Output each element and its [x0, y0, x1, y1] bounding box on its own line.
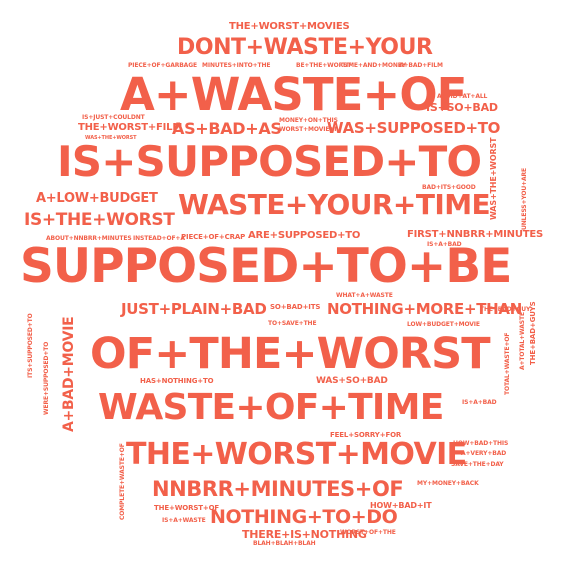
cloud-word: TIME+AND+MONEY	[342, 62, 406, 69]
cloud-word: THE+BAD+GUYS	[529, 301, 537, 365]
cloud-word: IS+A+WASTE	[162, 517, 206, 524]
cloud-word: JUST+PLAIN+BAD	[121, 300, 267, 318]
cloud-word: UNLESS+YOU+ARE	[521, 167, 528, 230]
cloud-word: NNBRR+MINUTES+OF	[152, 477, 404, 501]
cloud-word: A+BAD+MOVIE	[61, 316, 77, 432]
cloud-word: ABOUT+NNBRR+MINUTES	[46, 235, 132, 242]
cloud-word: THE+WORST+MOVIES	[229, 21, 350, 32]
cloud-word: THE+WORST+MOVIE	[126, 437, 467, 472]
cloud-word: HOW+BAD+THIS	[453, 440, 509, 447]
cloud-word: A+VERY+BAD	[461, 450, 507, 457]
cloud-word: NOTHING+TO+DO	[210, 506, 398, 528]
cloud-word: BLAH+BLAH+BLAH	[253, 540, 316, 547]
cloud-word: THERE+IS+NOTHING	[242, 528, 367, 541]
cloud-word: OF+THE+WORST	[90, 329, 491, 379]
cloud-word: WAS+SO+BAD	[316, 376, 388, 386]
cloud-word: TOTAL+WASTE+OF	[504, 332, 511, 395]
cloud-word: IS+JUST+COULDNT	[82, 114, 145, 121]
cloud-word: SO+BAD+ITS	[270, 303, 321, 311]
cloud-word: WHAT+A+WASTE	[336, 292, 393, 299]
cloud-word: PIECE+OF+CRAP	[181, 233, 246, 241]
cloud-word: IS+THE+WORST	[24, 210, 175, 230]
cloud-word: AVOID+AT+ALL	[437, 93, 488, 100]
cloud-word: LOW+BUDGET+MOVIE	[407, 321, 480, 328]
cloud-word: THE+BAD+GUY	[480, 306, 531, 313]
cloud-word: A+TOTAL+WASTE	[519, 312, 526, 370]
cloud-word: WORST+OF+THE	[340, 529, 396, 536]
cloud-word: MINUTES+INTO+THE	[202, 62, 271, 69]
cloud-word: SUPPOSED+TO+BE	[20, 239, 512, 294]
cloud-word: IS+SUPPOSED+TO	[57, 137, 482, 186]
cloud-word: MY+MONEY+BACK	[417, 480, 479, 487]
cloud-word: BAD+ITS+GOOD	[422, 184, 476, 191]
cloud-word: AS+BAD+AS	[172, 119, 282, 138]
cloud-word: TO+SAVE+THE	[268, 320, 317, 327]
cloud-word: IS+SO+BAD	[426, 101, 498, 114]
cloud-word: ITS+SUPPOSED+TO	[27, 313, 34, 378]
cloud-word: FEEL+SORRY+FOR	[330, 431, 402, 439]
cloud-word: A+BAD+FILM	[399, 62, 443, 69]
cloud-word: HOW+BAD+IT	[370, 501, 432, 510]
cloud-word: IS+A+BAD	[427, 241, 462, 248]
cloud-word: WERE+SUPPOSED+TO	[43, 341, 50, 415]
cloud-word: A+LOW+BUDGET	[36, 191, 158, 206]
cloud-word: BE+THE+WORST	[296, 62, 352, 69]
cloud-word: WASTE+OF+TIME	[98, 387, 444, 428]
cloud-word: NOTHING+MORE+THAN	[327, 300, 522, 318]
cloud-word: INSTEAD+OF+A	[133, 235, 185, 242]
cloud-word: A+WASTE+OF	[120, 68, 467, 121]
cloud-word: THE+WORST+FILM	[78, 122, 183, 133]
cloud-word: HAS+NOTHING+TO	[140, 377, 214, 385]
cloud-word: WAS+SUPPOSED+TO	[327, 119, 501, 137]
cloud-word: WORST+MOVIE+I	[279, 126, 337, 133]
cloud-word: DONT+WASTE+YOUR	[177, 35, 433, 60]
cloud-word: PIECE+OF+GARBAGE	[128, 62, 197, 69]
cloud-word: COMPLETE+WASTE+OF	[119, 443, 126, 520]
cloud-word: THE+WORST+OF	[154, 504, 220, 512]
cloud-word: FIRST+NNBRR+MINUTES	[407, 229, 544, 240]
cloud-word: WASTE+YOUR+TIME	[178, 188, 491, 221]
cloud-word: MONEY+ON+THIS	[279, 117, 338, 124]
cloud-word: IS+A+BAD	[462, 399, 497, 406]
cloud-word: WAS+THE+WORST	[489, 137, 498, 220]
cloud-word: WAS+THE+WORST	[85, 135, 137, 141]
cloud-word: ARE+SUPPOSED+TO	[248, 230, 361, 241]
cloud-word: SAVE+THE+DAY	[451, 461, 504, 468]
